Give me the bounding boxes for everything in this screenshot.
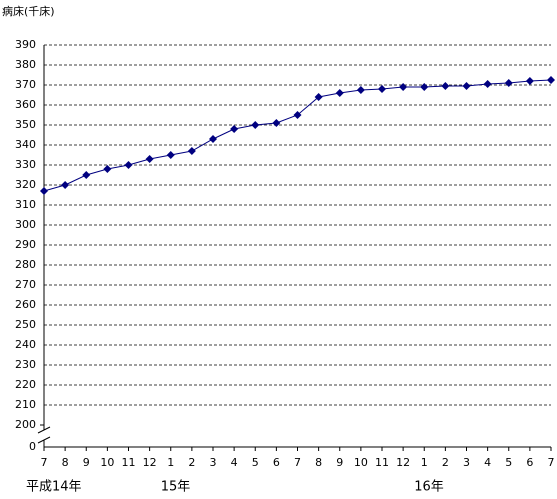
y-tick-label: 290 — [15, 238, 36, 251]
y-tick-label: 0 — [29, 440, 36, 453]
y-tick-label: 210 — [15, 398, 36, 411]
x-tick-label: 2 — [442, 456, 449, 469]
y-tick-label: 230 — [15, 358, 36, 371]
x-tick-label: 12 — [396, 456, 410, 469]
x-tick-label: 4 — [484, 456, 491, 469]
x-tick-label: 2 — [188, 456, 195, 469]
y-tick-label: 310 — [15, 198, 36, 211]
marker — [420, 83, 429, 91]
y-tick-label: 340 — [15, 138, 36, 151]
y-tick-label: 220 — [15, 378, 36, 391]
x-tick-label: 10 — [354, 456, 368, 469]
x-tick-label: 3 — [463, 456, 470, 469]
marker — [441, 82, 450, 90]
marker — [40, 187, 48, 195]
marker — [356, 86, 365, 94]
break-mark — [37, 436, 51, 444]
y-tick-label: 380 — [15, 58, 36, 71]
x-tick-label: 7 — [548, 456, 555, 469]
marker — [547, 76, 555, 84]
marker — [166, 151, 175, 159]
marker — [124, 161, 133, 169]
y-tick-label: 280 — [15, 258, 36, 271]
marker — [61, 181, 70, 189]
year-label: 16年 — [414, 480, 444, 495]
x-tick-label: 4 — [231, 456, 238, 469]
x-tick-label: 7 — [41, 456, 48, 469]
y-tick-label: 260 — [15, 298, 36, 311]
x-tick-label: 9 — [83, 456, 90, 469]
year-label: 15年 — [161, 480, 191, 495]
x-tick-label: 12 — [143, 456, 157, 469]
marker — [378, 85, 386, 93]
y-tick-label: 270 — [15, 278, 36, 291]
marker — [525, 77, 534, 85]
marker — [209, 135, 217, 143]
marker — [504, 79, 513, 87]
marker — [272, 119, 281, 127]
y-tick-label: 320 — [15, 178, 36, 191]
marker — [251, 121, 260, 129]
marker — [103, 165, 112, 173]
y-tick-label: 390 — [15, 38, 36, 51]
marker — [335, 89, 344, 97]
marker — [293, 111, 302, 119]
y-tick-label: 300 — [15, 218, 36, 231]
x-tick-label: 6 — [273, 456, 280, 469]
marker — [399, 83, 408, 91]
x-tick-label: 5 — [252, 456, 259, 469]
y-tick-label: 250 — [15, 318, 36, 331]
break-mark — [37, 426, 51, 434]
marker — [187, 147, 196, 155]
series-line — [43, 79, 552, 192]
x-tick-label: 5 — [505, 456, 512, 469]
y-axis-title: 病床(千床) — [2, 4, 55, 18]
marker — [462, 82, 471, 90]
marker — [230, 125, 239, 133]
y-tick-label: 200 — [15, 418, 36, 431]
marker — [145, 155, 154, 163]
x-tick-label: 1 — [421, 456, 428, 469]
marker — [314, 93, 323, 101]
x-tick-label: 7 — [294, 456, 301, 469]
y-tick-label: 360 — [15, 98, 36, 111]
x-tick-label: 10 — [100, 456, 114, 469]
marker — [82, 171, 91, 179]
x-tick-label: 1 — [167, 456, 174, 469]
y-tick-label: 240 — [15, 338, 36, 351]
x-tick-label: 3 — [210, 456, 217, 469]
marker — [483, 80, 492, 88]
year-label: 平成14年 — [26, 480, 82, 495]
x-tick-label: 9 — [336, 456, 343, 469]
y-tick-label: 330 — [15, 158, 36, 171]
x-tick-label: 8 — [62, 456, 69, 469]
x-tick-label: 11 — [122, 456, 136, 469]
y-tick-label: 370 — [15, 78, 36, 91]
y-tick-label: 350 — [15, 118, 36, 131]
x-tick-label: 8 — [315, 456, 322, 469]
x-tick-label: 6 — [526, 456, 533, 469]
x-tick-label: 11 — [375, 456, 389, 469]
